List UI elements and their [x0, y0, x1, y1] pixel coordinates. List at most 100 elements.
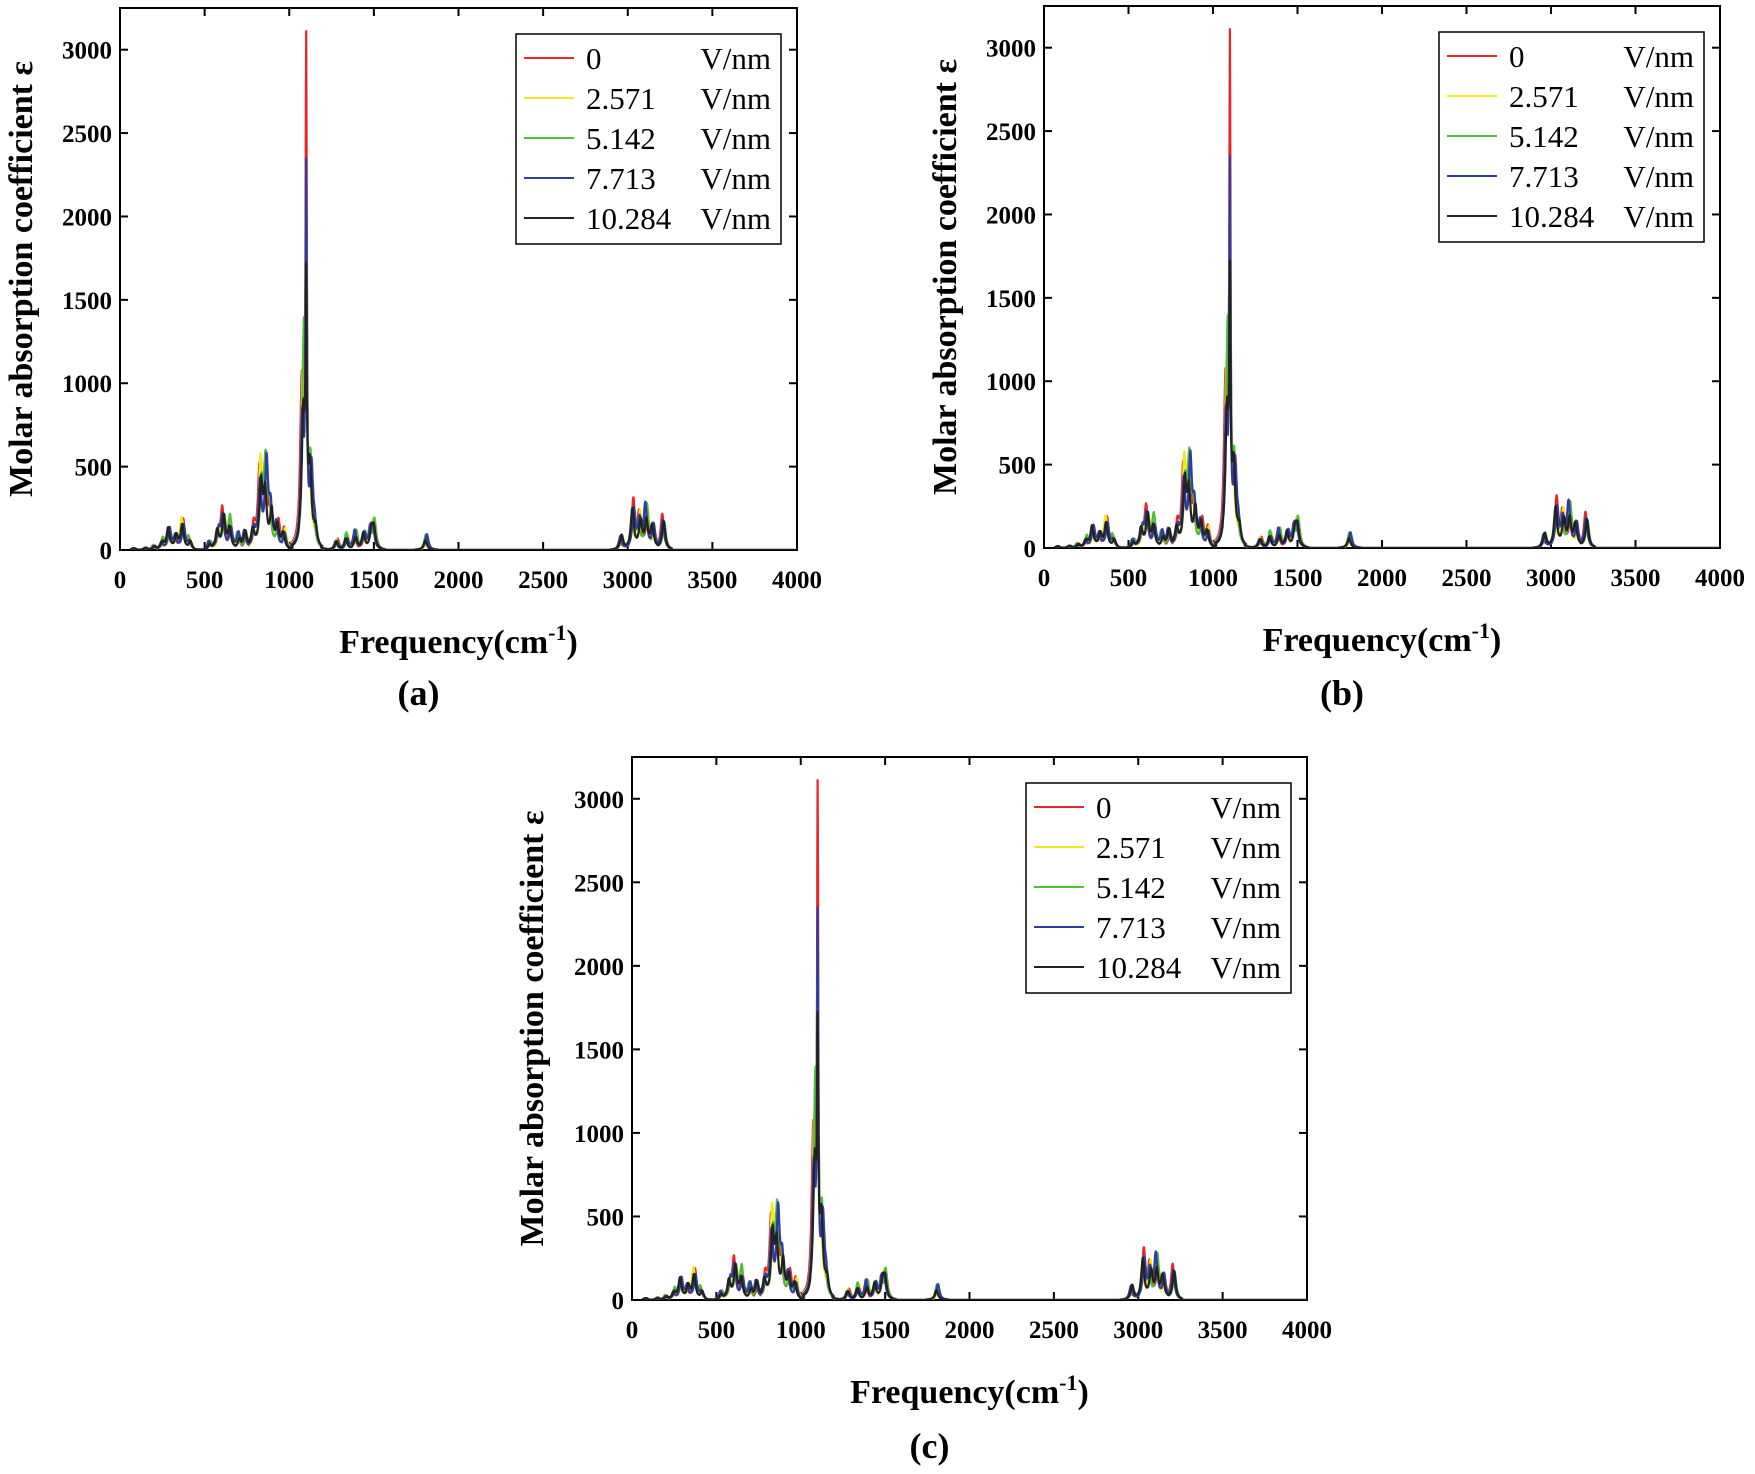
y-tick-label: 1000 — [62, 371, 112, 398]
series-line-2.571 — [641, 950, 1307, 1300]
y-tick-label: 0 — [612, 1288, 625, 1315]
series-line-10.284 — [1053, 259, 1720, 548]
y-tick-label: 2500 — [986, 119, 1036, 146]
x-axis-title: Frequency(cm-1) — [850, 1370, 1089, 1411]
x-tick-label: 4000 — [772, 567, 822, 594]
x-tick-label: 1500 — [349, 567, 399, 594]
y-tick-label: 0 — [100, 538, 113, 565]
x-axis-title-close: ) — [1490, 622, 1501, 659]
legend-value: 2.571 — [586, 81, 656, 116]
legend-unit: V/nm — [1210, 910, 1281, 945]
legend-value: 5.142 — [1509, 119, 1579, 154]
x-tick-label: 500 — [698, 1317, 736, 1344]
legend-unit: V/nm — [700, 41, 771, 76]
legend-value: 5.142 — [1096, 870, 1166, 905]
legend-value: 0 — [1096, 790, 1112, 825]
x-tick-label: 2000 — [945, 1317, 995, 1344]
x-tick-label: 1000 — [1188, 565, 1238, 592]
y-tick-label: 0 — [1024, 536, 1037, 563]
series-line-10.284 — [641, 1010, 1307, 1300]
x-tick-label: 500 — [1110, 565, 1148, 592]
legend-unit: V/nm — [700, 121, 771, 156]
legend-unit: V/nm — [1623, 159, 1694, 194]
series-line-10.284 — [129, 261, 797, 550]
y-tick-label: 1000 — [574, 1121, 624, 1148]
y-tick-label: 500 — [587, 1204, 625, 1231]
y-axis-title: Molar absorption coefficient ε — [3, 61, 40, 497]
y-tick-label: 3000 — [574, 787, 624, 814]
legend-unit: V/nm — [1623, 39, 1694, 74]
x-tick-label: 0 — [114, 567, 127, 594]
y-tick-label: 500 — [75, 455, 113, 482]
legend-value: 2.571 — [1509, 79, 1579, 114]
x-tick-label: 1000 — [264, 567, 314, 594]
y-tick-label: 2500 — [62, 121, 112, 148]
x-tick-label: 3000 — [603, 567, 653, 594]
y-tick-label: 2000 — [62, 204, 112, 231]
y-tick-label: 1500 — [574, 1037, 624, 1064]
x-tick-label: 1000 — [776, 1317, 826, 1344]
legend-unit: V/nm — [1210, 950, 1281, 985]
x-tick-label: 500 — [186, 567, 224, 594]
y-tick-label: 3000 — [986, 36, 1036, 63]
series-group — [129, 30, 797, 550]
legend-unit: V/nm — [1623, 79, 1694, 114]
x-axis-title-superscript: -1 — [1059, 1370, 1077, 1395]
legend-unit: V/nm — [1210, 830, 1281, 865]
series-group — [1053, 28, 1720, 548]
x-tick-label: 2000 — [434, 567, 484, 594]
x-tick-label: 0 — [1038, 565, 1051, 592]
x-axis-title-superscript: -1 — [548, 620, 566, 645]
legend-unit: V/nm — [1623, 199, 1694, 234]
legend-unit: V/nm — [700, 161, 771, 196]
legend-unit: V/nm — [1210, 870, 1281, 905]
x-axis-title-close: ) — [566, 624, 577, 661]
x-tick-label: 3500 — [1198, 1317, 1248, 1344]
y-tick-label: 500 — [999, 453, 1037, 480]
y-tick-label: 1500 — [62, 288, 112, 315]
legend-value: 2.571 — [1096, 830, 1166, 865]
legend-unit: V/nm — [1623, 119, 1694, 154]
chart-panel-1: 0 500 1000 1500 2000 2500 3000 3500 4000 0 500 1000… — [3, 7, 822, 713]
y-tick-label: 1000 — [986, 369, 1036, 396]
chart-panels: 0 500 1000 1500 2000 2500 3000 3500 4000 0 500 1000… — [3, 5, 1745, 1466]
legend-value: 0 — [1509, 39, 1525, 74]
panel-label: (b) — [1320, 673, 1364, 713]
legend-value: 0 — [586, 41, 602, 76]
x-tick-label: 2500 — [1442, 565, 1492, 592]
x-axis-title-superscript: -1 — [1472, 618, 1490, 643]
legend-value: 10.284 — [1509, 199, 1595, 234]
chart-panel-2: 0 500 1000 1500 2000 2500 3000 3500 4000 0 500 1000… — [927, 5, 1745, 713]
series-line-2.571 — [129, 201, 797, 550]
series-line-7.713 — [641, 906, 1307, 1300]
panel-label: (c) — [910, 1426, 950, 1466]
legend-unit: V/nm — [700, 81, 771, 116]
legend-value: 7.713 — [1509, 159, 1579, 194]
y-tick-label: 2000 — [986, 202, 1036, 229]
y-axis-title: Molar absorption coefficient ε — [514, 811, 551, 1247]
y-tick-label: 3000 — [62, 38, 112, 65]
x-axis-title-close: ) — [1077, 1374, 1088, 1411]
x-tick-label: 3500 — [687, 567, 737, 594]
legend-unit: V/nm — [700, 201, 771, 236]
x-axis-title-main: Frequency(cm — [1263, 622, 1472, 659]
legend-value: 7.713 — [1096, 910, 1166, 945]
y-axis-title: Molar absorption coefficient ε — [927, 59, 964, 495]
y-tick-label: 2500 — [574, 870, 624, 897]
legend-value: 10.284 — [586, 201, 672, 236]
x-tick-label: 2000 — [1357, 565, 1407, 592]
legend-unit: V/nm — [1210, 790, 1281, 825]
x-tick-label: 1500 — [1273, 565, 1323, 592]
y-tick-label: 1500 — [986, 286, 1036, 313]
x-tick-label: 1500 — [860, 1317, 910, 1344]
chart-panel-3: 0 500 1000 1500 2000 2500 3000 3500 4000 0 500 1000… — [514, 756, 1332, 1466]
x-axis-title-main: Frequency(cm — [339, 624, 548, 661]
x-tick-label: 4000 — [1695, 565, 1745, 592]
legend-value: 10.284 — [1096, 950, 1182, 985]
x-tick-label: 3000 — [1113, 1317, 1163, 1344]
x-tick-label: 4000 — [1282, 1317, 1332, 1344]
x-axis-title: Frequency(cm-1) — [339, 620, 578, 661]
x-tick-label: 3000 — [1526, 565, 1576, 592]
x-tick-label: 0 — [626, 1317, 639, 1344]
